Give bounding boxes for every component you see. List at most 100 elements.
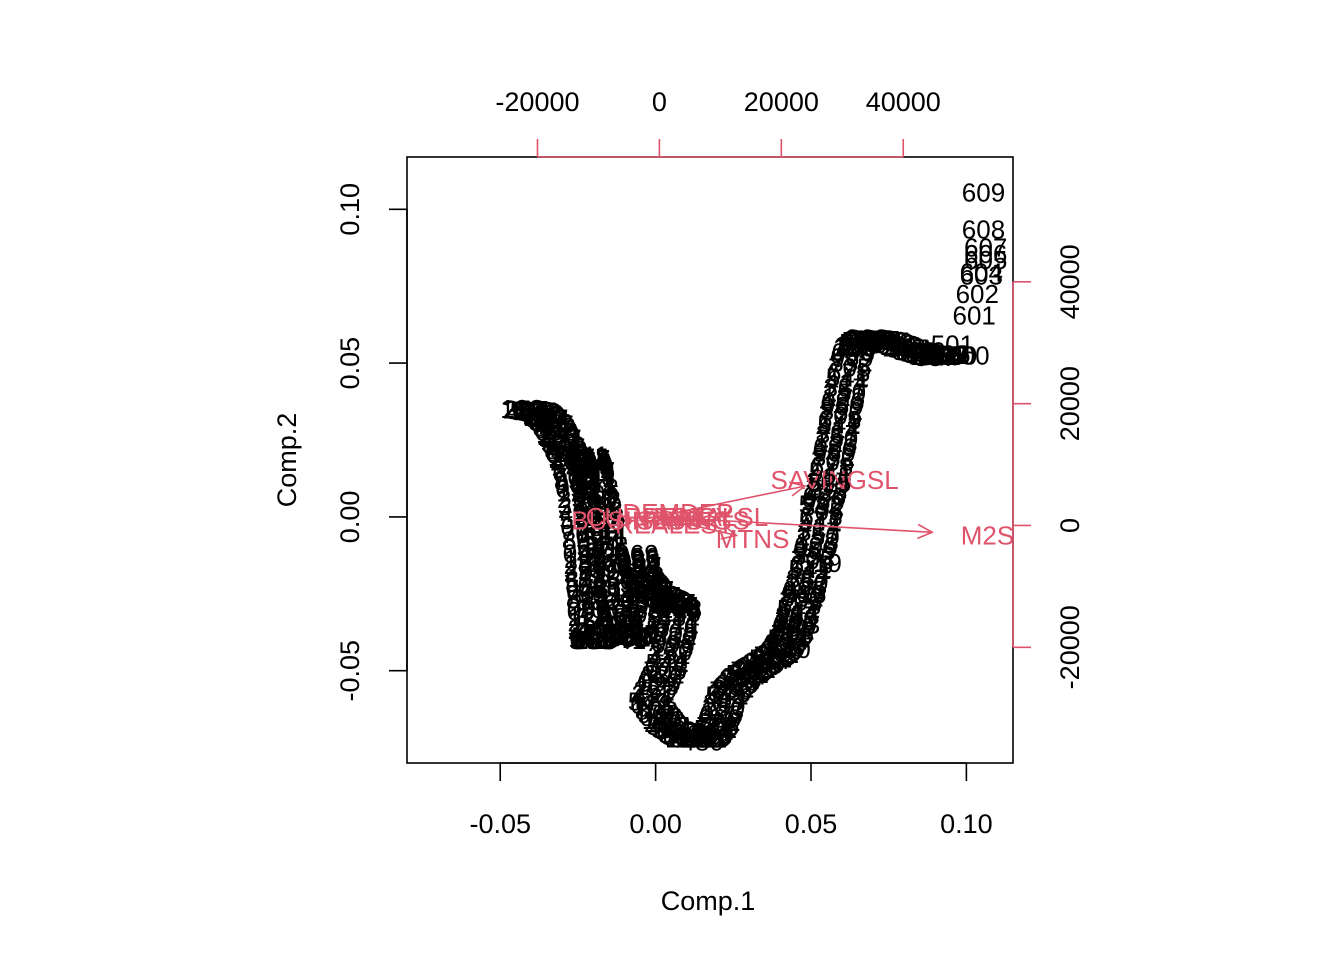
observation-point: 096 xyxy=(567,596,610,626)
observation-point: 541 xyxy=(726,659,769,689)
variable-label: SAVINGSL xyxy=(771,465,899,495)
observation-point: 414 xyxy=(704,684,747,714)
observation-point: 123 xyxy=(556,477,599,507)
observation-point: 414 xyxy=(577,540,620,570)
observation-point: 832 xyxy=(792,540,835,570)
bottom-tick-label: -0.05 xyxy=(469,809,531,839)
observation-point: 969 xyxy=(545,437,588,467)
observation-point: 969 xyxy=(637,699,680,729)
observation-point: 414 xyxy=(723,660,766,690)
observation-point: 414 xyxy=(507,395,550,425)
observation-point: 541 xyxy=(694,714,737,744)
observation-point: 096 xyxy=(569,450,612,480)
observation-point: 541 xyxy=(646,648,689,678)
variable-labels: SAVINGSL M2S MTNS BUSINESSTOTALSLCURRENCYDE… xyxy=(571,465,1014,554)
observation-point: 678 xyxy=(636,580,679,610)
observation-point: 096 xyxy=(813,433,856,463)
bottom-axis: -0.05 0.00 0.05 0.10 xyxy=(469,762,993,839)
observation-point: 414 xyxy=(673,723,716,753)
observation-point: 387 xyxy=(703,688,746,718)
variable-arrowhead xyxy=(638,509,656,525)
observation-point: 414 xyxy=(747,645,790,675)
observation-point: 705 xyxy=(811,447,854,477)
observation-point: 096 xyxy=(715,669,758,699)
observation-point: 678 xyxy=(560,512,603,542)
observation-point: 250 xyxy=(785,567,828,597)
observation-point: 832 xyxy=(578,485,621,515)
observation-point: 387 xyxy=(575,625,618,655)
observation-point: 096 xyxy=(760,635,803,665)
observation-point: 678 xyxy=(575,473,618,503)
observation-point: 969 xyxy=(625,567,668,597)
observation-point: 832 xyxy=(554,466,597,496)
observation-point: 541 xyxy=(620,557,663,587)
observation-point: 414 xyxy=(808,462,851,492)
observation-point: 387 xyxy=(525,404,568,434)
observation-point: 832 xyxy=(900,338,943,368)
variable-arrow xyxy=(655,516,687,521)
observation-point: 969 xyxy=(643,583,686,613)
observation-point: 387 xyxy=(670,723,713,753)
observation-point: 541 xyxy=(594,583,637,613)
bottom-tick-label: 0.05 xyxy=(785,809,838,839)
observation-point: 705 xyxy=(553,462,596,492)
observation-point: 387 xyxy=(538,424,581,454)
observation-point: 387 xyxy=(568,613,611,643)
observation-point: 678 xyxy=(827,358,870,388)
observation-point: 832 xyxy=(656,592,699,622)
observation-point: 969 xyxy=(577,579,620,609)
observation-point: 969 xyxy=(782,579,825,609)
observation-point: 250 xyxy=(911,341,954,371)
observation-point: 096 xyxy=(535,417,578,447)
observation-point: 387 xyxy=(797,517,840,547)
observation-point: 969 xyxy=(615,539,658,569)
labeled-observation: 607 xyxy=(964,233,1007,263)
left-tick-label: -0.05 xyxy=(335,640,365,702)
observation-point: 541 xyxy=(528,407,571,437)
labeled-observation: 501 xyxy=(931,330,974,360)
observation-point: 678 xyxy=(790,550,833,580)
observation-point: 414 xyxy=(838,329,881,359)
observation-point: 541 xyxy=(576,610,619,640)
observation-point: 123 xyxy=(642,705,685,735)
variable-label: CURRENCY xyxy=(586,502,733,532)
observation-point: 096 xyxy=(578,571,621,601)
observation-point: 414 xyxy=(825,368,868,398)
observation-point: 250 xyxy=(568,608,611,638)
observation-point: 969 xyxy=(813,437,856,467)
observation-point: 705 xyxy=(567,444,610,474)
observation-point: 387 xyxy=(744,647,787,677)
observation-point: 541 xyxy=(749,643,792,673)
observation-point: 250 xyxy=(702,692,745,722)
observation-point: 123 xyxy=(689,720,732,750)
variable-label: DEMDEP xyxy=(622,498,733,528)
observation-point: 705 xyxy=(800,497,843,527)
observation-point: 123 xyxy=(665,723,708,753)
observation-point: 250 xyxy=(805,472,848,502)
variable-label: M2S xyxy=(961,520,1014,550)
observation-point: 705 xyxy=(867,327,910,357)
observation-point: 832 xyxy=(619,594,662,624)
observation-point: 832 xyxy=(544,435,587,465)
observation-point: 969 xyxy=(570,452,613,482)
left-axis: -0.05 0.00 0.05 0.10 xyxy=(335,183,408,702)
observation-point: 678 xyxy=(864,326,907,356)
observation-point: 678 xyxy=(585,531,628,561)
observation-point: 678 xyxy=(618,604,661,634)
observation-point: 123 xyxy=(879,331,922,361)
observation-point: 123 xyxy=(804,477,847,507)
labeled-observation: 530 xyxy=(934,340,977,370)
observation-point: 096 xyxy=(637,667,680,697)
labeled-observation: 601 xyxy=(953,300,996,330)
observation-point: 387 xyxy=(648,640,691,670)
observation-point: 832 xyxy=(711,673,754,703)
observation-point: 969 xyxy=(802,487,845,517)
observation-point: 123 xyxy=(570,452,613,482)
observation-point: 250 xyxy=(649,637,692,667)
labeled-observation: 606 xyxy=(964,239,1007,269)
observation-point: 096 xyxy=(773,610,816,640)
observation-point: 969 xyxy=(873,329,916,359)
observation-point: 123 xyxy=(617,545,660,575)
y-axis-label: Comp.2 xyxy=(272,413,302,508)
observation-point: 123 xyxy=(908,340,951,370)
